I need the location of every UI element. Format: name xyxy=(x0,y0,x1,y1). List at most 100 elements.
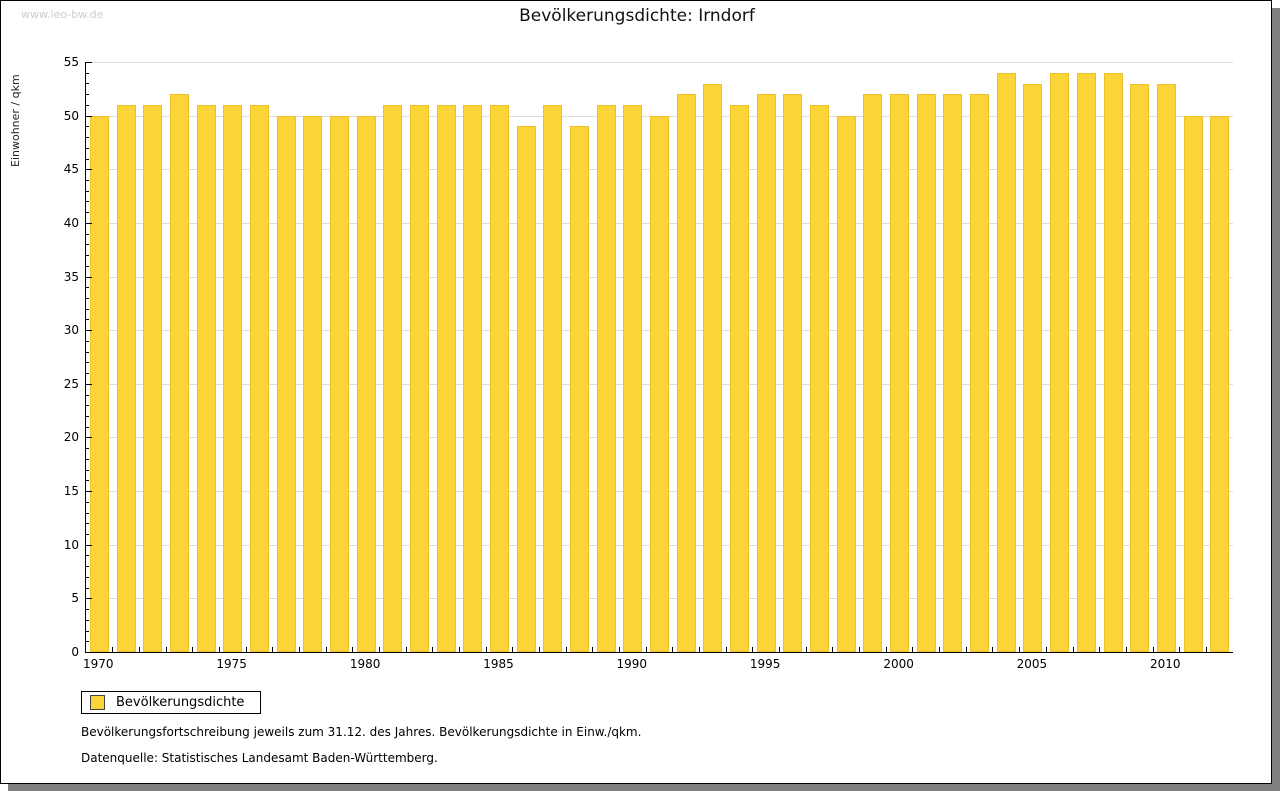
y-minor-tick xyxy=(86,72,89,74)
x-tick xyxy=(832,647,834,652)
y-minor-tick xyxy=(86,576,89,578)
y-minor-tick xyxy=(86,619,89,621)
x-tick xyxy=(885,647,887,652)
bar-1991 xyxy=(650,115,669,652)
x-tick xyxy=(1072,647,1074,652)
bar-1997 xyxy=(810,104,829,652)
bar-2009 xyxy=(1130,83,1150,652)
bar-2008 xyxy=(1103,72,1123,652)
x-tick xyxy=(859,647,861,652)
y-minor-tick xyxy=(86,147,89,149)
x-tick xyxy=(1099,647,1101,652)
y-tick-label: 25 xyxy=(63,376,79,391)
y-minor-tick xyxy=(86,555,89,557)
bar-2002 xyxy=(943,94,963,652)
x-tick-label: 1980 xyxy=(349,657,381,671)
bar-1982 xyxy=(409,104,429,652)
bar-2006 xyxy=(1050,72,1070,652)
bar-1971 xyxy=(116,104,136,652)
x-tick xyxy=(378,647,380,652)
bar-1993 xyxy=(703,83,723,652)
chart-title: Bevölkerungsdichte: Irndorf xyxy=(519,6,755,26)
y-minor-tick xyxy=(86,501,89,503)
bar-1988 xyxy=(570,126,589,652)
y-tick-label: 45 xyxy=(63,162,79,177)
x-tick xyxy=(912,647,914,652)
y-minor-tick xyxy=(86,287,89,289)
x-tick xyxy=(1019,647,1021,652)
bar-2003 xyxy=(970,94,990,652)
x-tick xyxy=(512,647,514,652)
x-tick xyxy=(192,647,194,652)
bar-1990 xyxy=(623,104,643,652)
y-minor-tick xyxy=(86,469,89,471)
x-tick-label: 1995 xyxy=(749,657,781,671)
y-minor-tick xyxy=(86,566,89,568)
bar-2005 xyxy=(1023,83,1043,652)
x-tick xyxy=(939,647,941,652)
y-minor-tick xyxy=(86,405,89,407)
y-minor-tick xyxy=(86,126,89,128)
x-tick xyxy=(752,647,754,652)
bar-1981 xyxy=(383,104,403,652)
y-major-tick xyxy=(86,383,92,385)
y-minor-tick xyxy=(86,137,89,139)
y-minor-tick xyxy=(86,319,89,321)
bar-1995 xyxy=(756,94,776,652)
y-minor-tick xyxy=(86,340,89,342)
x-tick xyxy=(1179,647,1181,652)
bar-2000 xyxy=(890,94,910,652)
x-tick xyxy=(352,647,354,652)
x-tick xyxy=(539,647,540,652)
y-tick-label: 20 xyxy=(63,430,79,445)
bar-2010 xyxy=(1156,83,1176,652)
y-minor-tick xyxy=(86,512,89,514)
x-tick xyxy=(725,647,727,652)
y-minor-tick xyxy=(86,362,89,364)
y-minor-tick xyxy=(86,480,89,482)
plot-area xyxy=(85,62,1233,653)
x-tick xyxy=(805,647,807,652)
x-tick xyxy=(965,647,967,652)
y-tick-label: 30 xyxy=(63,323,79,338)
y-minor-tick xyxy=(86,158,89,160)
x-tick xyxy=(645,647,647,652)
x-tick xyxy=(1045,647,1047,652)
x-tick xyxy=(992,647,994,652)
x-tick xyxy=(138,647,140,652)
y-tick-label: 15 xyxy=(63,484,79,499)
bar-1996 xyxy=(783,94,803,652)
y-major-tick xyxy=(86,491,92,493)
bar-1998 xyxy=(836,115,856,652)
y-minor-tick xyxy=(86,641,89,643)
y-minor-tick xyxy=(86,448,89,450)
y-major-tick xyxy=(86,169,92,171)
y-major-tick xyxy=(86,276,92,278)
y-minor-tick xyxy=(86,298,89,299)
bar-1978 xyxy=(303,115,323,652)
y-minor-tick xyxy=(86,104,89,106)
y-minor-tick xyxy=(86,265,89,267)
y-minor-tick xyxy=(86,416,89,417)
x-tick xyxy=(298,647,300,652)
y-minor-tick xyxy=(86,212,89,214)
y-tick-label: 40 xyxy=(63,215,79,230)
y-axis-title: Einwohner / qkm xyxy=(9,74,22,167)
bar-1986 xyxy=(516,126,536,652)
y-minor-tick xyxy=(86,373,89,375)
y-minor-tick xyxy=(86,587,89,589)
y-minor-tick xyxy=(86,458,89,460)
bar-1980 xyxy=(356,115,376,652)
bar-1987 xyxy=(543,104,563,652)
x-tick xyxy=(1205,647,1207,652)
y-tick-label: 50 xyxy=(63,108,79,123)
bar-1970 xyxy=(89,115,109,652)
y-tick-label: 5 xyxy=(71,591,79,606)
y-major-tick xyxy=(86,330,92,332)
x-tick-label: 1970 xyxy=(83,657,114,671)
y-minor-tick xyxy=(86,523,89,525)
x-tick xyxy=(405,647,407,652)
y-minor-tick xyxy=(86,255,89,257)
x-tick xyxy=(672,647,674,652)
y-major-tick xyxy=(86,115,92,117)
